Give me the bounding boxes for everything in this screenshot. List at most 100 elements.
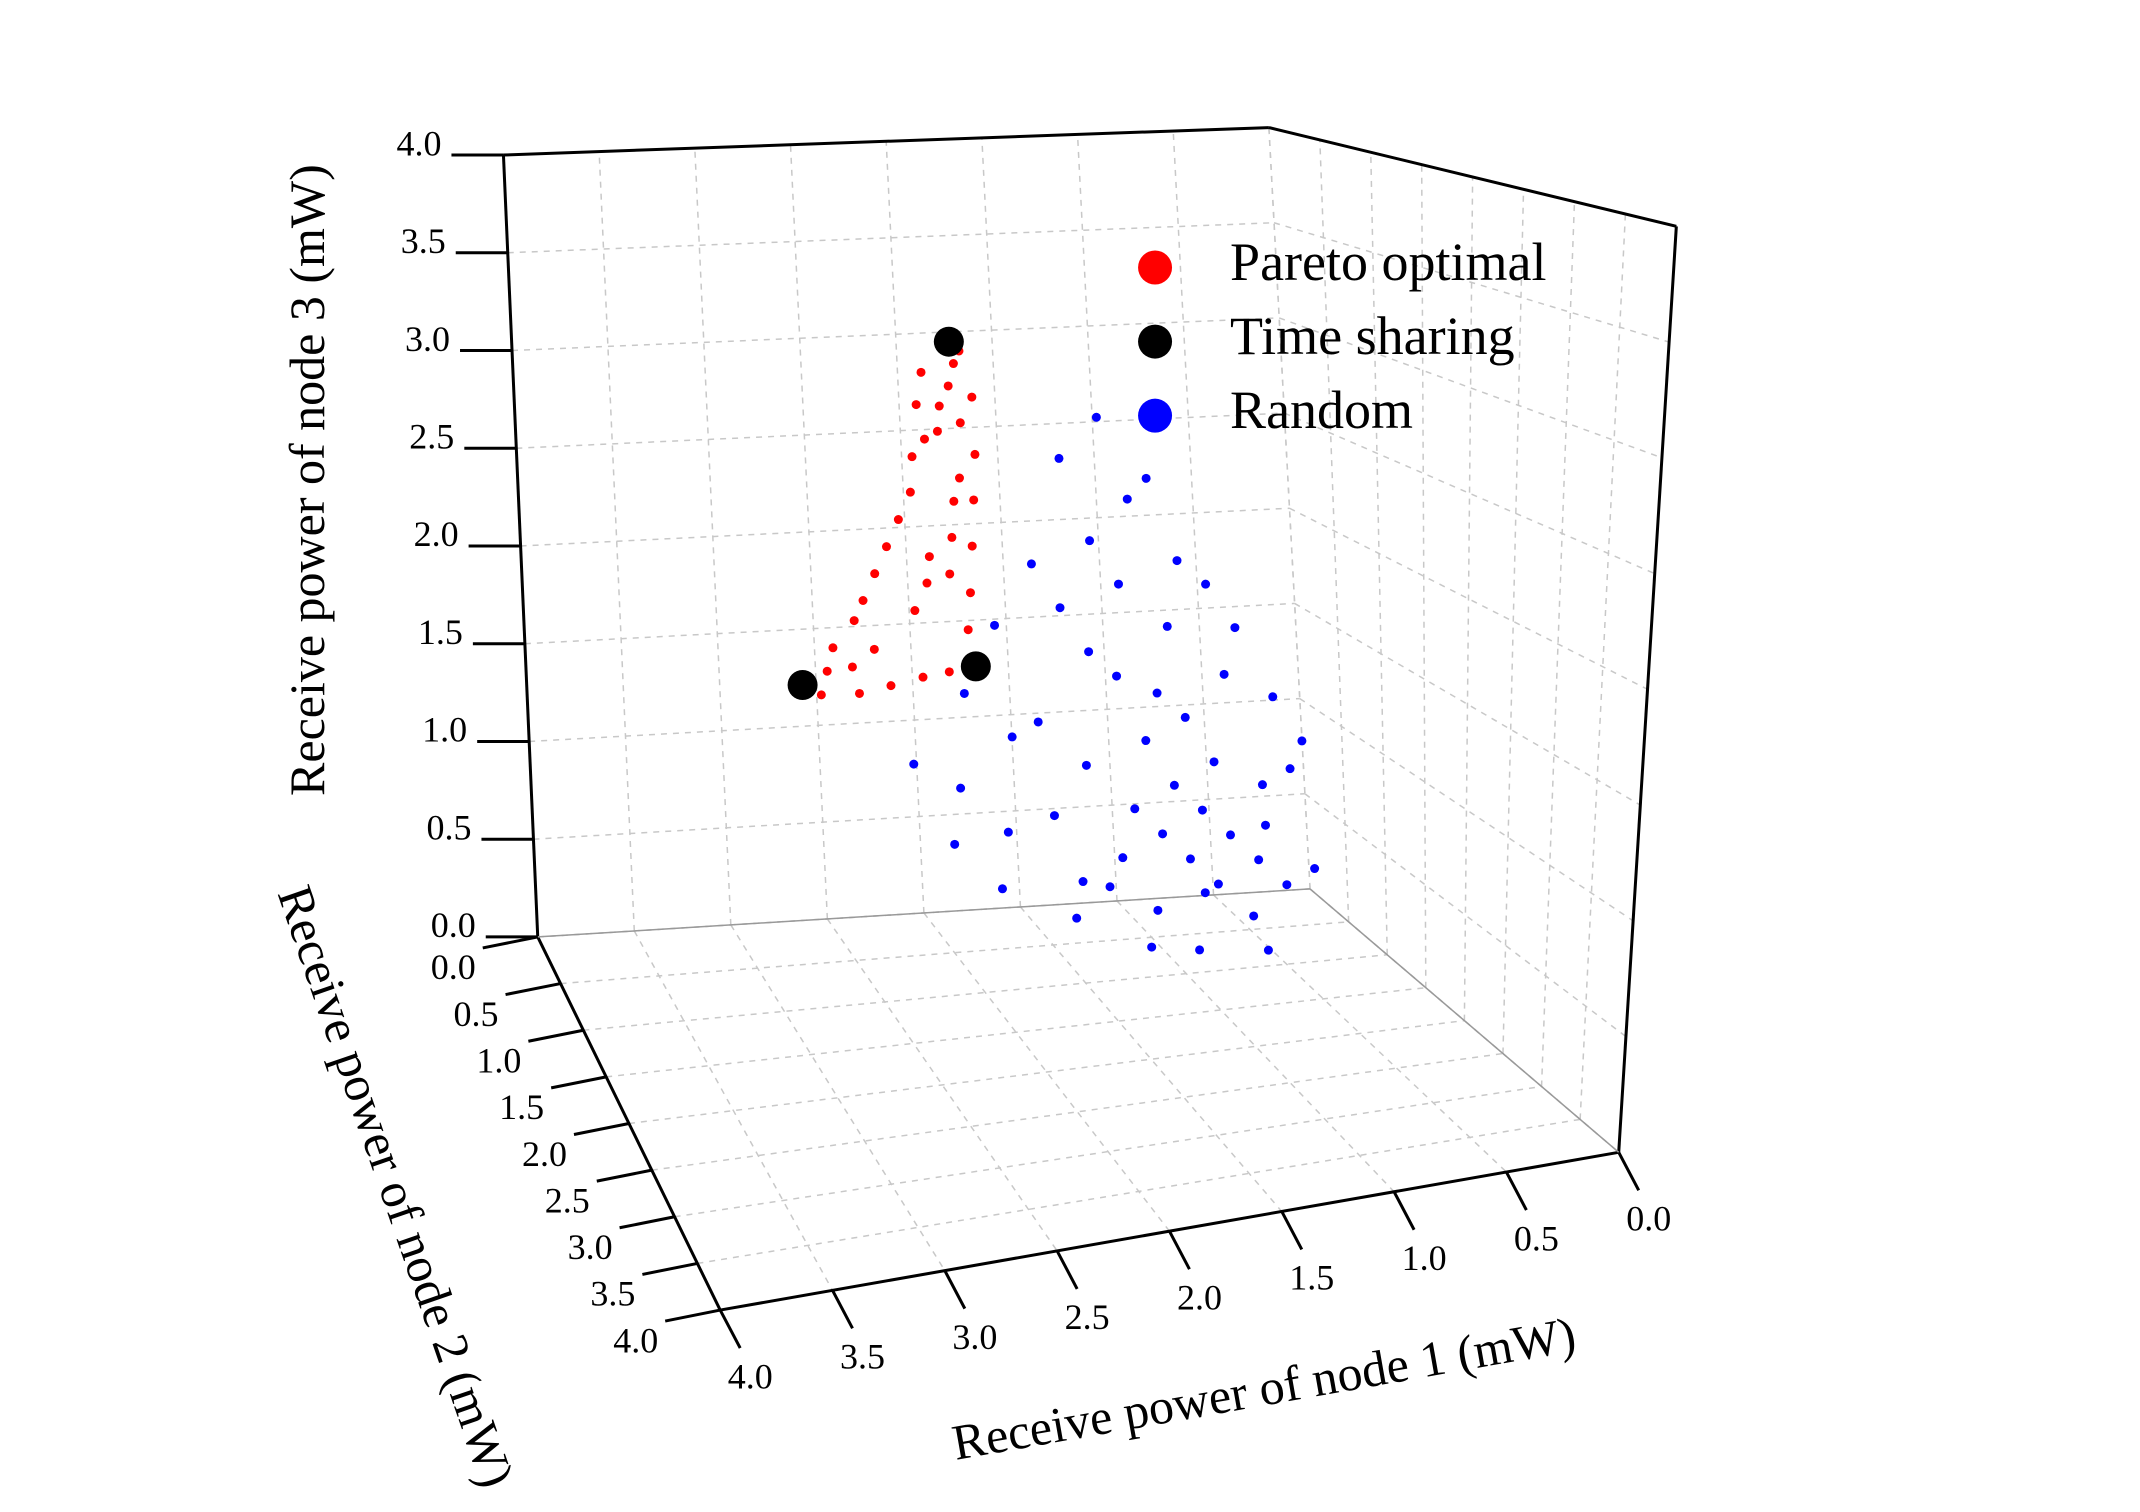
point — [967, 392, 977, 402]
grid-line — [1463, 176, 1474, 1021]
tick-mark — [831, 1289, 854, 1330]
grid-line — [1273, 222, 1670, 343]
grid-line — [1304, 793, 1627, 1038]
tick-mark — [573, 1122, 630, 1136]
y-tick-label: 1.5 — [499, 1087, 544, 1127]
point — [959, 688, 969, 698]
box-edge — [1617, 226, 1678, 1153]
point — [944, 667, 954, 677]
point — [910, 606, 920, 616]
point — [1152, 688, 1162, 698]
grid-line — [1278, 317, 1663, 459]
x-tick-label: 0.0 — [1626, 1199, 1671, 1239]
tick-mark — [619, 1215, 675, 1230]
grid — [502, 126, 1678, 1311]
point — [1282, 880, 1292, 890]
legend-label: Pareto optimal — [1230, 232, 1546, 292]
point — [847, 662, 857, 672]
point — [886, 681, 896, 691]
point — [1055, 603, 1065, 613]
tick-mark — [642, 1261, 698, 1276]
y-tick-label: 0.0 — [431, 947, 476, 987]
point — [1169, 780, 1179, 790]
point — [1180, 712, 1190, 722]
grid-line — [583, 954, 1388, 1031]
point — [919, 434, 929, 444]
point — [970, 449, 980, 459]
point — [1113, 579, 1123, 589]
point — [954, 473, 964, 483]
grid-line — [598, 151, 636, 931]
point — [1310, 864, 1320, 874]
point — [1049, 811, 1059, 821]
point — [924, 552, 934, 562]
tick-mark — [1280, 1210, 1304, 1251]
point — [1209, 757, 1219, 767]
point — [1153, 905, 1163, 915]
grid-line — [628, 1019, 1465, 1125]
point — [969, 495, 979, 505]
point — [828, 643, 838, 653]
marker — [960, 651, 991, 682]
point — [943, 381, 953, 391]
z-tick-label: 2.0 — [414, 514, 459, 554]
box-edge — [1268, 126, 1677, 228]
point — [950, 839, 960, 849]
point — [1263, 945, 1273, 955]
grid-line — [789, 144, 829, 919]
point — [1091, 412, 1101, 422]
point — [1147, 942, 1157, 952]
point — [1081, 760, 1091, 770]
x-tick-label: 1.5 — [1289, 1258, 1334, 1298]
point — [945, 569, 955, 579]
point — [1033, 717, 1043, 727]
point — [1268, 692, 1278, 702]
tick-mark — [528, 1028, 584, 1043]
point — [949, 496, 959, 506]
point — [1200, 888, 1210, 898]
point — [1054, 453, 1064, 463]
grid-line — [1420, 164, 1427, 988]
point — [1026, 559, 1036, 569]
point — [990, 620, 1000, 630]
x-tick-label: 2.5 — [1065, 1297, 1110, 1337]
point — [1162, 621, 1172, 631]
marker — [787, 670, 818, 701]
tick-mark — [505, 982, 561, 997]
y-tick-label: 2.5 — [545, 1180, 590, 1220]
grid-line — [606, 986, 1426, 1078]
tick-mark — [943, 1269, 967, 1310]
box-edge — [537, 888, 1311, 938]
point — [881, 542, 891, 552]
tick-mark — [1055, 1250, 1079, 1290]
grid-line — [633, 930, 834, 1291]
legend-label: Random — [1230, 380, 1413, 440]
x-tick-label: 3.5 — [840, 1337, 885, 1377]
point — [963, 625, 973, 635]
point — [955, 418, 965, 428]
z-tick-label: 3.0 — [405, 319, 450, 359]
z-tick-label: 0.0 — [431, 905, 476, 945]
legend-marker — [1138, 398, 1173, 433]
grid-line — [1319, 139, 1350, 922]
point — [1007, 732, 1017, 742]
z-tick-label: 1.5 — [418, 612, 463, 652]
point — [1213, 879, 1223, 889]
point — [932, 426, 942, 436]
tick-mark — [1617, 1151, 1641, 1192]
grid-line — [1540, 201, 1576, 1087]
y-tick-label: 0.5 — [454, 994, 499, 1034]
grid-line — [1019, 906, 1283, 1212]
point — [965, 588, 975, 598]
point — [1085, 536, 1095, 546]
box-edge — [501, 154, 540, 938]
point — [1230, 623, 1240, 633]
tick-mark — [1505, 1171, 1528, 1211]
point — [893, 515, 903, 525]
grid-line — [1370, 152, 1388, 955]
point — [1185, 854, 1195, 864]
legend-label: Time sharing — [1230, 306, 1515, 366]
point — [1141, 736, 1151, 746]
